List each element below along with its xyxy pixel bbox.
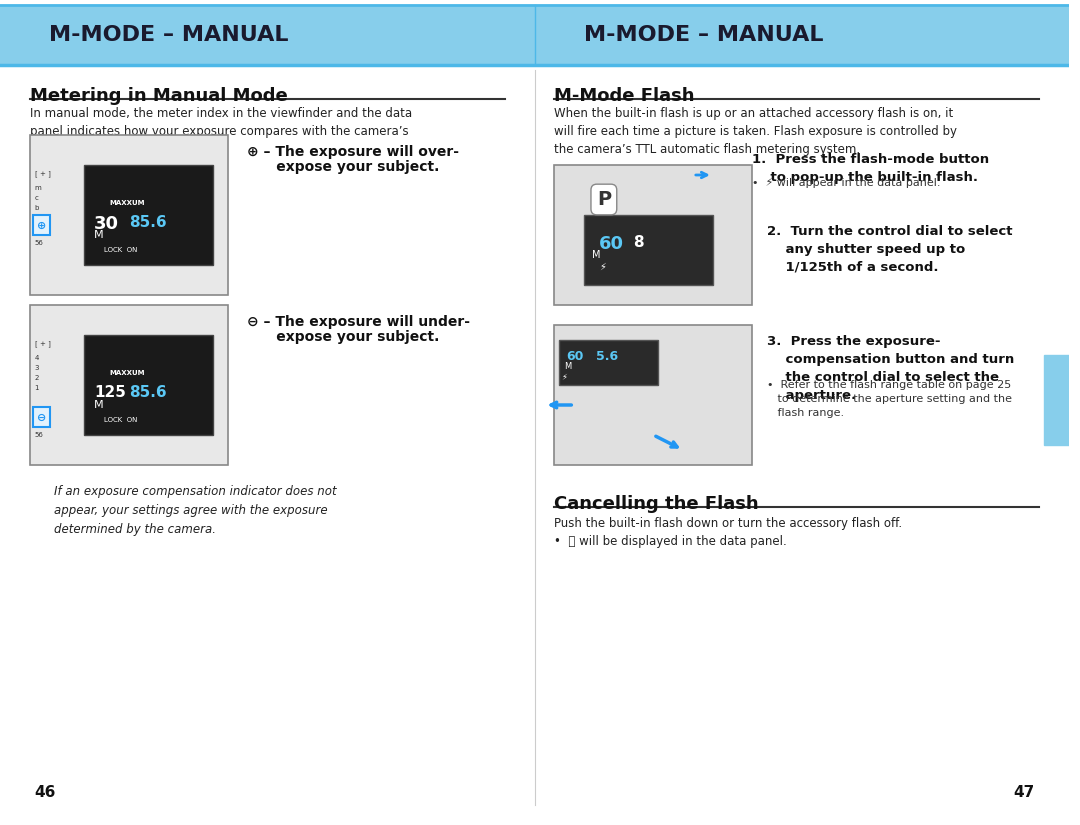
Text: 46: 46	[35, 785, 56, 800]
Text: Metering in Manual Mode: Metering in Manual Mode	[29, 87, 287, 105]
Text: ⊖ – The exposure will under-: ⊖ – The exposure will under-	[247, 315, 471, 329]
Bar	[0, 5, 1069, 65]
Text: M-MODE – MANUAL: M-MODE – MANUAL	[584, 25, 824, 45]
Text: expose your subject.: expose your subject.	[247, 160, 440, 174]
Bar	[32, 215, 51, 235]
Text: MAXXUM: MAXXUM	[109, 370, 145, 376]
Bar	[584, 215, 713, 285]
Bar	[84, 165, 213, 265]
Text: 4: 4	[35, 355, 39, 361]
Text: 8: 8	[634, 235, 644, 250]
Bar	[559, 340, 659, 385]
Text: expose your subject.: expose your subject.	[247, 330, 440, 344]
Text: 1.  Press the flash-mode button
    to pop-up the built-in flash.: 1. Press the flash-mode button to pop-up…	[753, 153, 989, 184]
Text: 3.  Press the exposure-
    compensation button and turn
    the control dial to: 3. Press the exposure- compensation butt…	[767, 335, 1014, 402]
Text: ⚡: ⚡	[562, 372, 567, 381]
Bar	[29, 305, 228, 465]
Text: M: M	[94, 400, 104, 410]
Text: 30: 30	[94, 215, 119, 233]
Text: 2.  Turn the control dial to select
    any shutter speed up to
    1/125th of a: 2. Turn the control dial to select any s…	[767, 225, 1013, 274]
Text: In manual mode, the meter index in the viewfinder and the data
panel indicates h: In manual mode, the meter index in the v…	[29, 107, 411, 156]
Text: LOCK  ON: LOCK ON	[104, 247, 137, 253]
Text: 47: 47	[1013, 785, 1035, 800]
Bar	[32, 407, 51, 427]
Text: P: P	[597, 190, 611, 209]
Text: 56: 56	[35, 240, 43, 246]
Text: MAXXUM: MAXXUM	[109, 200, 145, 206]
Text: Cancelling the Flash: Cancelling the Flash	[554, 495, 759, 513]
Text: 60: 60	[599, 235, 624, 253]
Text: c: c	[35, 195, 39, 201]
Text: m: m	[35, 185, 41, 191]
Text: Push the built-in flash down or turn the accessory flash off.: Push the built-in flash down or turn the…	[554, 517, 903, 530]
Text: When the built-in flash is up or an attached accessory flash is on, it
will fire: When the built-in flash is up or an atta…	[554, 107, 957, 156]
Text: ⊕ – The exposure will over-: ⊕ – The exposure will over-	[247, 145, 459, 159]
Text: ⊕: ⊕	[37, 221, 46, 231]
Text: •  Ⓝ will be displayed in the data panel.: • Ⓝ will be displayed in the data panel.	[554, 535, 787, 548]
Text: M-MODE – MANUAL: M-MODE – MANUAL	[50, 25, 289, 45]
Bar	[1044, 355, 1069, 445]
Text: M: M	[592, 250, 600, 260]
Text: 56: 56	[35, 432, 43, 438]
Bar	[29, 135, 228, 295]
Text: LOCK  ON: LOCK ON	[104, 417, 137, 423]
Text: If an exposure compensation indicator does not
appear, your settings agree with : If an exposure compensation indicator do…	[54, 485, 337, 536]
Text: [ + ]: [ + ]	[35, 340, 51, 346]
Text: [ + ]: [ + ]	[35, 170, 51, 177]
Text: 85.6: 85.6	[129, 385, 166, 400]
Text: •  Refer to the flash range table on page 25
   to determine the aperture settin: • Refer to the flash range table on page…	[767, 380, 1012, 418]
Bar	[84, 335, 213, 435]
Text: M: M	[564, 362, 571, 371]
Bar	[554, 165, 753, 305]
Text: 1: 1	[35, 385, 39, 391]
Text: 125: 125	[94, 385, 126, 400]
Text: 85.6: 85.6	[129, 215, 166, 230]
Text: 60: 60	[566, 350, 583, 363]
Text: •  ⚡ will appear in the data panel.: • ⚡ will appear in the data panel.	[753, 178, 941, 188]
Text: M: M	[94, 230, 104, 240]
Text: b: b	[35, 205, 39, 211]
Bar	[554, 325, 753, 465]
Text: ⚡: ⚡	[599, 262, 606, 272]
Text: 2: 2	[35, 375, 39, 381]
Text: ⊖: ⊖	[37, 413, 46, 423]
Text: 3: 3	[35, 365, 39, 371]
Text: 5.6: 5.6	[596, 350, 618, 363]
Text: M-Mode Flash: M-Mode Flash	[554, 87, 694, 105]
